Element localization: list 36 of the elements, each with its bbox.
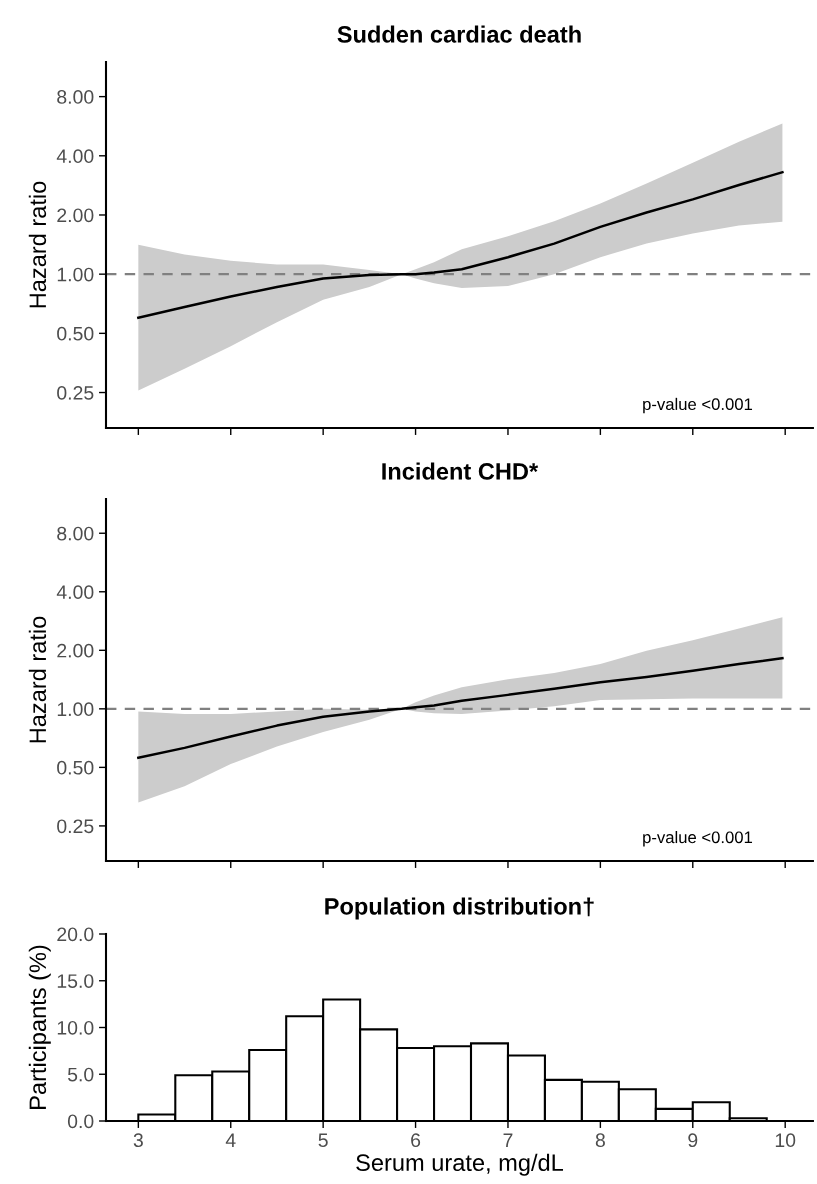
x-tick-label: 6 (411, 1133, 421, 1148)
y-tick-label: 0.25 (57, 385, 94, 400)
y-tick-label: 0.0 (67, 1114, 94, 1129)
y-axis-title: Participants (%) (28, 945, 51, 1109)
x-tick-label: 3 (133, 1133, 143, 1148)
y-tick-label: 2.00 (57, 643, 94, 658)
y-tick-label: 0.50 (57, 760, 94, 775)
y-tick-label: 8.00 (57, 526, 94, 541)
y-tick-label: 5.0 (67, 1067, 94, 1082)
x-tick-label: 7 (503, 1133, 513, 1147)
y-tick-label: 4.00 (56, 149, 94, 164)
chart-title: Population distribution† (325, 897, 594, 920)
y-tick-label: 10.0 (57, 1020, 94, 1035)
y-axis-title: Hazard ratio (28, 181, 47, 308)
x-tick-label: 5 (318, 1133, 328, 1148)
chart-title: Incident CHD* (382, 462, 539, 480)
x-tick-label: 10 (775, 1133, 796, 1148)
y-tick-label: 0.50 (57, 326, 94, 341)
line-series (137, 657, 784, 760)
y-tick-label: 15.0 (57, 974, 94, 988)
x-tick-label: 9 (688, 1133, 698, 1148)
y-tick-label: 2.00 (57, 208, 94, 223)
chart-title: Sudden cardiac death (337, 25, 581, 43)
y-tick-label: 8.00 (57, 90, 94, 104)
x-tick-label: 8 (595, 1133, 605, 1148)
y-tick-label: 0.25 (57, 819, 94, 834)
y-tick-label: 20.0 (57, 927, 94, 942)
y-tick-label: 1.00 (57, 702, 94, 717)
y-tick-label: 1.00 (57, 267, 94, 282)
line-series (137, 170, 784, 320)
annotation: p-value <0.001 (643, 397, 753, 414)
y-axis-title: Hazard ratio (28, 616, 47, 743)
annotation: p-value <0.001 (643, 830, 753, 847)
x-axis-title: Serum urate, mg/dL (356, 1153, 564, 1176)
x-tick-label: 4 (225, 1133, 236, 1147)
y-tick-label: 4.00 (56, 585, 94, 600)
